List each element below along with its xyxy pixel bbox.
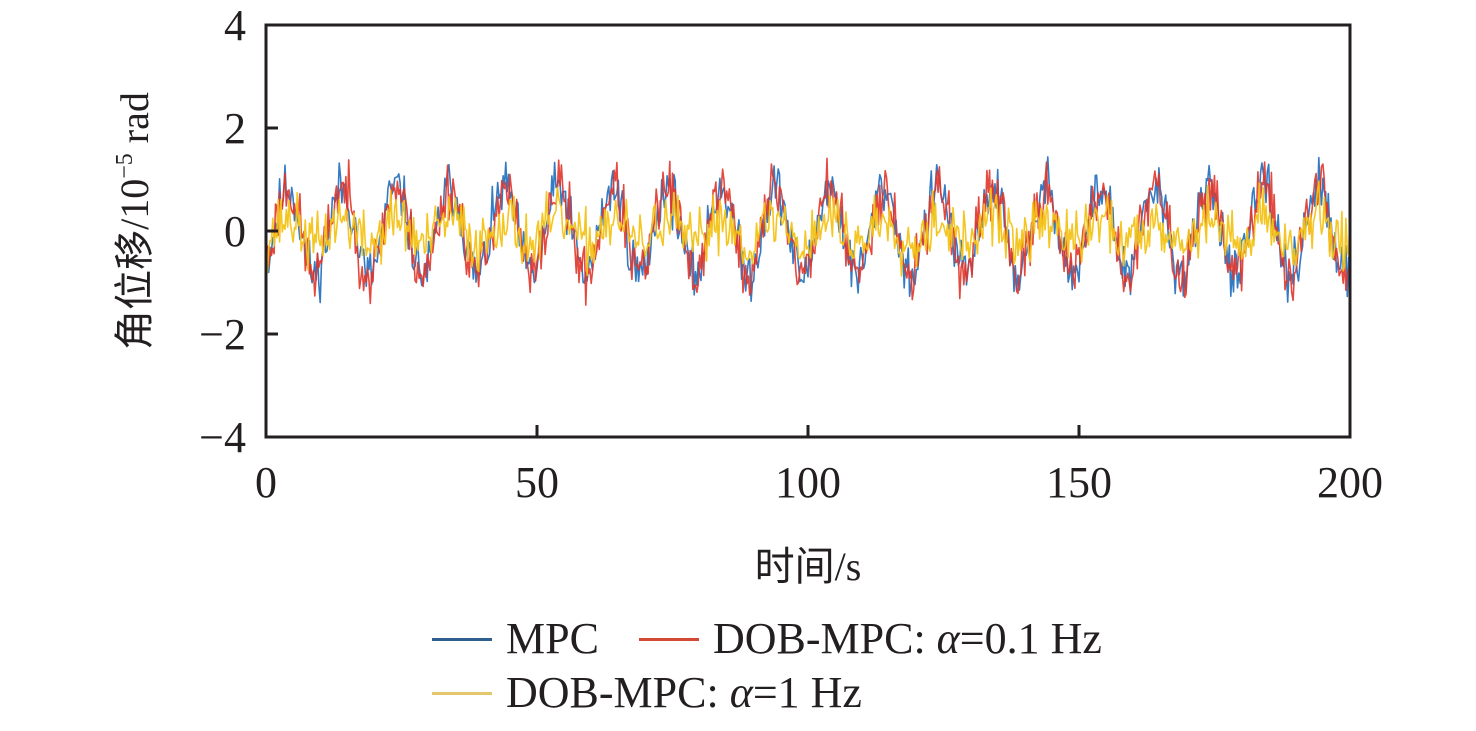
y-axis-label: 角位移/10−5 rad <box>112 92 157 350</box>
chart: −4 −2 0 2 4 0 50 100 150 200 时间/s 角位移/10−5 rad <box>112 1 1383 589</box>
x-tick-label: 200 <box>1317 458 1383 507</box>
y-tick-label: 4 <box>224 1 246 50</box>
y-tick-label: −2 <box>199 310 246 359</box>
legend-label-text: DOB-MPC: <box>712 614 937 663</box>
x-tick-label: 0 <box>255 458 277 507</box>
legend: MPC DOB-MPC: α=0.1 Hz DOB-MPC: α=1 Hz <box>432 612 1142 720</box>
y-tick-label: 2 <box>224 104 246 153</box>
legend-label-text: MPC <box>506 614 599 663</box>
legend-label-suffix: =1 Hz <box>752 668 862 717</box>
legend-item-dob-mpc-0-1hz: DOB-MPC: α=0.1 Hz <box>638 612 1102 666</box>
y-axis-label-exponent: −5 <box>112 153 138 179</box>
legend-label-text: DOB-MPC: <box>506 668 730 717</box>
legend-swatch-dob-mpc-1hz <box>432 691 492 695</box>
legend-swatch-mpc <box>432 637 492 641</box>
legend-row-1: MPC DOB-MPC: α=0.1 Hz <box>432 612 1142 666</box>
y-tick-label: −4 <box>199 413 246 462</box>
y-axis: −4 −2 0 2 4 <box>199 1 278 462</box>
series-line-dob-mpc-0-1hz <box>265 157 1351 306</box>
x-tick-label: 50 <box>515 458 559 507</box>
legend-label-dob-mpc-1hz: DOB-MPC: α=1 Hz <box>506 666 862 720</box>
legend-item-mpc: MPC <box>432 612 599 666</box>
x-tick-label: 100 <box>775 458 841 507</box>
x-tick-label: 150 <box>1046 458 1112 507</box>
legend-row-2: DOB-MPC: α=1 Hz <box>432 666 1142 720</box>
x-axis: 0 50 100 150 200 <box>255 425 1383 507</box>
legend-item-dob-mpc-1hz: DOB-MPC: α=1 Hz <box>432 666 862 720</box>
y-tick-label: 0 <box>224 207 246 256</box>
x-axis-label: 时间/s <box>755 544 862 589</box>
series-line-dob-mpc-1hz <box>265 180 1351 277</box>
legend-label-dob-mpc-0-1hz: DOB-MPC: α=0.1 Hz <box>713 612 1102 666</box>
legend-label-alpha: α <box>729 668 753 717</box>
legend-swatch-dob-mpc-0-1hz <box>638 637 699 641</box>
legend-label-mpc: MPC <box>506 612 599 666</box>
y-axis-label-main: 角位移/10 <box>112 179 157 350</box>
y-axis-label-unit: rad <box>112 92 157 153</box>
legend-label-suffix: =0.1 Hz <box>959 614 1102 663</box>
legend-label-alpha: α <box>936 614 960 663</box>
plot-traces <box>265 156 1351 306</box>
